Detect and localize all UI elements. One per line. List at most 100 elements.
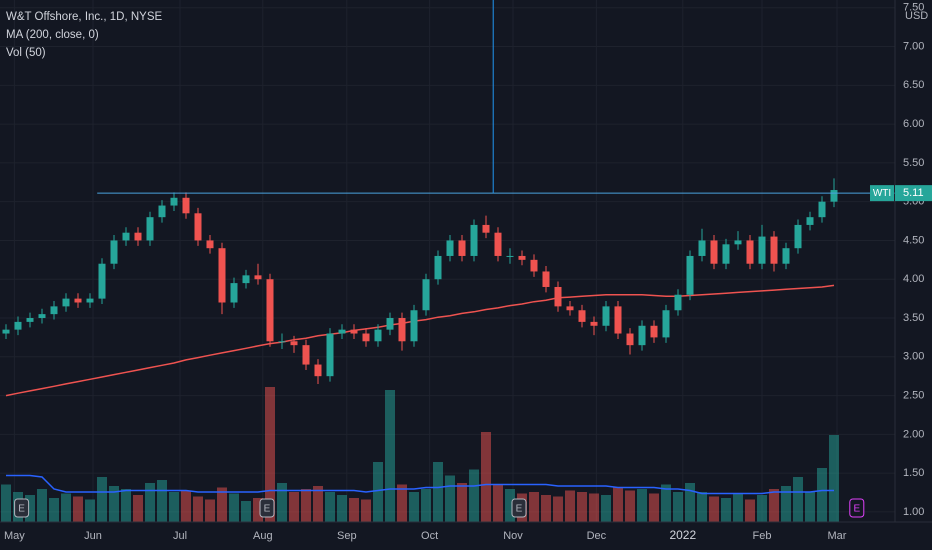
volume-bar	[1, 484, 11, 522]
candle-body	[674, 294, 682, 311]
volume-bar	[85, 499, 95, 522]
candle-body	[314, 364, 322, 377]
candle-body	[350, 329, 358, 334]
candle-body	[722, 244, 730, 264]
candle-body	[278, 341, 286, 343]
candle-body	[290, 341, 298, 346]
volume-bar	[553, 496, 563, 522]
candle-body	[218, 248, 226, 303]
x-tick-label: Sep	[337, 530, 357, 542]
volume-bar	[61, 493, 71, 522]
volume-bar	[469, 469, 479, 522]
candle-body	[50, 306, 58, 315]
x-tick-label: May	[4, 530, 25, 542]
x-tick-label: 2022	[669, 528, 696, 542]
volume-bar	[649, 493, 659, 522]
y-tick-label: 4.00	[903, 273, 924, 285]
volume-bar	[781, 486, 791, 522]
volume-bar	[493, 484, 503, 522]
candle-body	[746, 240, 754, 264]
volume-bar	[793, 477, 803, 522]
candle-body	[146, 217, 154, 241]
volume-bar	[565, 490, 575, 522]
candle-body	[374, 329, 382, 342]
y-tick-label: 7.50	[903, 2, 924, 14]
candle-body	[254, 275, 262, 280]
candle-body	[62, 298, 70, 307]
volume-bar	[133, 495, 143, 522]
volume-bar	[229, 493, 239, 522]
x-tick-label: Jul	[173, 530, 187, 542]
x-tick-label: Oct	[421, 530, 438, 542]
candle-body	[626, 333, 634, 346]
volume-bar	[361, 499, 371, 522]
candle-body	[710, 240, 718, 264]
volume-bar	[37, 489, 47, 522]
volume-bar	[661, 484, 671, 522]
volume-bar	[601, 495, 611, 522]
candle-body	[266, 279, 274, 342]
candle-body	[422, 279, 430, 311]
candle-body	[74, 298, 82, 303]
candle-body	[170, 197, 178, 206]
volume-bar	[757, 495, 767, 522]
volume-bar	[745, 499, 755, 522]
candle-body	[566, 306, 574, 311]
candle-body	[326, 333, 334, 377]
candle-body	[542, 271, 550, 287]
volume-bar	[73, 496, 83, 522]
volume-bar	[625, 490, 635, 522]
candle-body	[362, 333, 370, 342]
candle-body	[386, 318, 394, 330]
candle-body	[122, 232, 130, 241]
candle-body	[206, 240, 214, 249]
candle-body	[794, 224, 802, 249]
volume-bar	[325, 492, 335, 522]
volume-bar	[673, 492, 683, 522]
volume-bar	[397, 484, 407, 522]
volume-bar	[769, 489, 779, 522]
candle-body	[482, 224, 490, 233]
volume-bar	[193, 496, 203, 522]
candle-body	[98, 263, 106, 299]
candle-body	[698, 240, 706, 256]
candle-body	[686, 255, 694, 295]
candle-body	[158, 205, 166, 218]
volume-bar	[589, 493, 599, 522]
volume-bar	[241, 501, 251, 522]
volume-bar	[313, 486, 323, 522]
candle-body	[242, 275, 250, 284]
candle-body	[458, 240, 466, 256]
volume-bar	[817, 468, 827, 522]
candle-body	[410, 310, 418, 342]
volume-bar	[253, 498, 263, 522]
candle-body	[638, 325, 646, 346]
volume-bar	[505, 489, 515, 522]
candle-body	[662, 310, 670, 338]
volume-bar	[541, 495, 551, 522]
candle-body	[578, 310, 586, 322]
earnings-marker	[849, 498, 865, 518]
candle-body	[554, 286, 562, 307]
candle-body	[26, 318, 34, 322]
y-tick-label: 1.50	[903, 467, 924, 479]
volume-bar	[277, 483, 287, 522]
symbol-badge	[870, 185, 894, 202]
candle-body	[530, 259, 538, 272]
candle-body	[770, 236, 778, 264]
volume-bar	[349, 498, 359, 522]
volume-bar	[445, 475, 455, 522]
y-tick-label: 5.50	[903, 157, 924, 169]
candle-body	[734, 240, 742, 245]
x-tick-label: Mar	[828, 530, 847, 542]
volume-bar	[169, 492, 179, 522]
volume-bar	[409, 492, 419, 522]
candle-body	[758, 236, 766, 264]
volume-bar	[289, 492, 299, 522]
volume-bar	[829, 435, 839, 522]
currency-label: USD	[905, 10, 928, 22]
volume-bar	[265, 387, 275, 522]
x-tick-label: Feb	[753, 530, 772, 542]
candle-body	[338, 329, 346, 334]
